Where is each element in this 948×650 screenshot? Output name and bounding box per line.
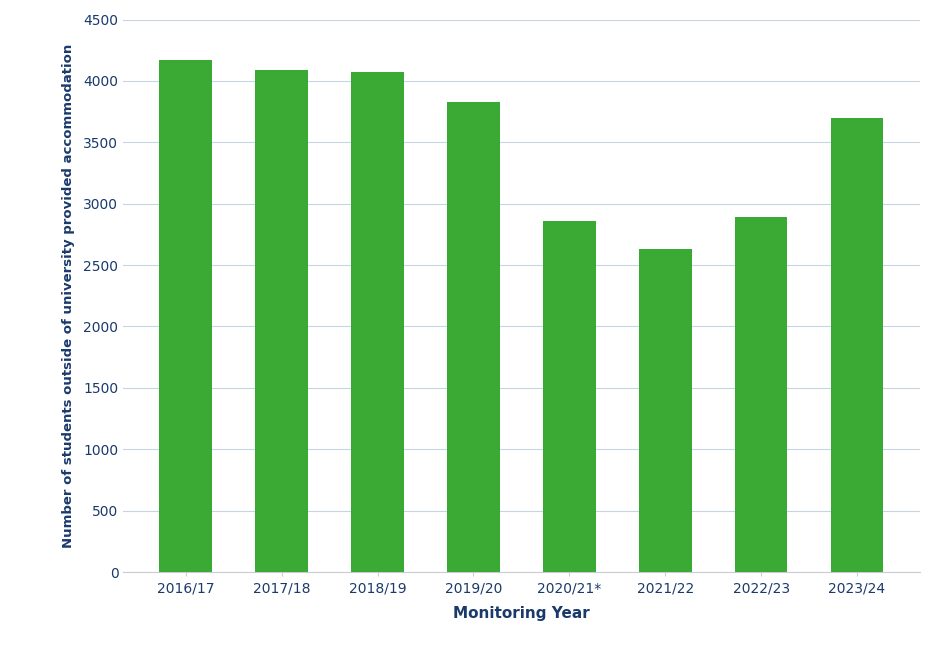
Bar (830, 118, 884, 572)
Y-axis label: Number of students outside of university provided accommodation: Number of students outside of university… (62, 44, 75, 548)
X-axis label: Monitoring Year: Monitoring Year (453, 606, 590, 621)
Bar (255, 70, 308, 572)
Bar (735, 217, 788, 572)
Bar (543, 221, 595, 572)
Bar (159, 60, 212, 572)
Bar (639, 249, 692, 572)
Bar (447, 102, 500, 572)
Bar (351, 72, 404, 572)
